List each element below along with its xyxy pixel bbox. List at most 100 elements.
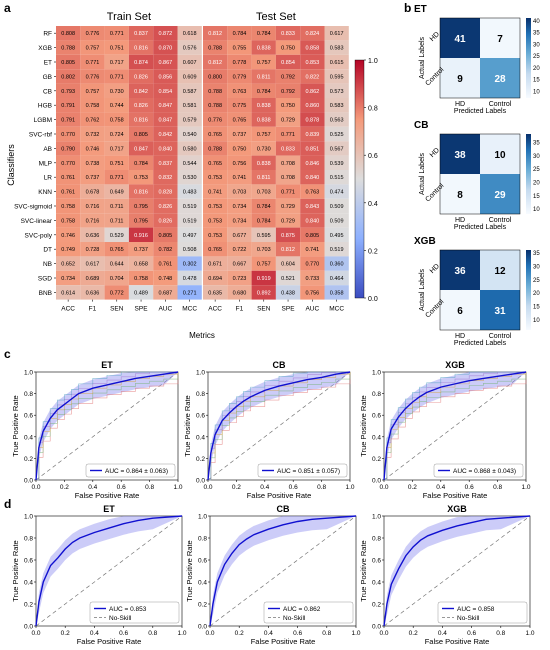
x-axis-label: False Positive Rate [251,637,316,646]
cell-value-label: 0.784 [257,218,271,224]
x-tick-label: 0.0 [205,630,214,637]
cm-colorbar [526,134,531,214]
heatmap-cell [300,285,325,300]
x-tick-label: MCC [329,306,344,313]
heatmap-cell [177,170,202,185]
legend: AUC = 0.862 No-Skill [263,601,354,624]
heatmap-cell [203,285,228,300]
heatmap-cell [251,198,276,214]
cell-value-label: 0.792 [281,74,295,80]
cell-value-label: 0.765 [208,161,222,167]
cell-value-label: 0.749 [61,247,75,253]
cell-value-label: 0.615 [330,60,344,66]
y-tick-label: HGB [38,103,52,110]
heatmap-cell [56,141,81,156]
y-tick-label: 0.6 [198,558,207,565]
y-tick-label: DT [43,247,52,254]
cell-value-label: 0.779 [233,74,247,80]
cm-colorbar-tick-label: 20 [533,181,540,187]
cell-value-label: 0.737 [134,247,148,253]
cell-value-label: 0.563 [330,118,344,124]
legend-label: AUC = 0.853 [109,606,147,613]
y-tick-label: 1.0 [372,370,381,377]
cell-value-label: 0.694 [208,276,222,282]
cell-value-label: 0.508 [183,247,197,253]
cell-value-label: 0.805 [158,233,172,239]
cell-value-label: 0.757 [86,89,100,95]
heatmap-cell [251,242,276,257]
x-tick-label: 0.2 [61,630,70,637]
y-tick-label: AB [43,146,52,153]
heatmap-cell [251,184,276,199]
cell-value-label: 0.824 [305,31,319,37]
cell-value-label: 0.800 [208,74,222,80]
cm-cell-value: 28 [494,74,506,85]
heatmap-cell [251,213,276,228]
cell-value-label: 0.636 [86,290,100,296]
cell-value-label: 0.595 [330,74,344,80]
x-tick-label: 0.0 [379,630,388,637]
heatmap-cell [251,256,276,271]
heatmap-cell [227,242,252,257]
cell-value-label: 0.761 [158,262,172,268]
cell-value-label: 0.360 [330,262,344,268]
cell-value-label: 0.784 [233,31,247,37]
cell-value-label: 0.722 [233,247,247,253]
heatmap-cell [104,155,129,170]
cell-value-label: 0.858 [305,46,319,52]
heatmap-colorbar: 0.0 0.2 0.4 0.6 0.8 1.0 [354,58,378,303]
cm-title: ET [414,4,427,15]
cm-colorbar-tick-label: 30 [533,265,540,271]
x-tick-label: MCC [182,306,197,313]
heatmap-cell [203,112,228,127]
cell-value-label: 0.802 [61,74,75,80]
heatmap-cell [128,54,154,70]
heatmap-cell [300,198,325,214]
cell-value-label: 0.495 [330,233,344,239]
panel-letter-b: b [404,1,411,15]
heatmap-cell [275,198,301,214]
x-tick-label: SPE [282,306,296,313]
heatmap-cell [80,270,105,286]
cell-value-label: 0.838 [257,118,271,124]
heatmap-cell [300,26,325,41]
heatmap-cell [104,112,129,127]
heatmap-cell [153,170,178,185]
heatmap-cell [177,227,202,242]
heatmap-cell [128,69,154,84]
chance-line [383,371,527,481]
heatmap-cell [80,98,105,113]
heatmap-cell [227,98,252,113]
heatmap-cell [227,213,252,228]
cm-frame [439,17,521,99]
cell-value-label: 0.734 [233,204,247,210]
cell-value-label: 0.711 [110,204,123,210]
heatmap-cell [177,213,202,228]
heatmap-cell [177,40,202,55]
cell-value-label: 0.509 [330,204,344,210]
y-tick-label: 0.8 [372,391,381,398]
heatmap-cell [203,270,228,286]
cm-cell-value: 10 [494,150,506,161]
heatmap-cell [128,285,154,300]
heatmap-cell [56,270,81,286]
heatmap-cell [300,54,325,70]
cell-value-label: 0.751 [110,46,124,52]
heatmap-cell [227,270,252,286]
cell-value-label: 0.748 [158,276,172,282]
heatmap-cell [203,83,228,98]
cell-value-label: 0.753 [208,233,222,239]
y-tick-label: 0.2 [198,602,207,609]
y-tick-label: BNB [39,290,52,297]
heatmap-cell [324,256,349,271]
cell-value-label: 0.708 [281,175,295,181]
cell-value-label: 0.724 [110,132,124,138]
heatmap-cell [300,112,325,127]
heatmap-cell [80,112,105,127]
x-tick-label: ACC [208,306,222,313]
heatmap-cell [56,83,81,98]
y-axis-label: True Positive Rate [185,540,194,601]
y-tick-label: 0.6 [372,558,381,565]
x-tick-label: 1.0 [345,484,354,491]
